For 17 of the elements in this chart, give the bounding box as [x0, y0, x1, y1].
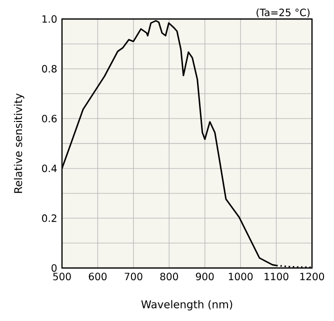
y-tick-label: 0.4 — [42, 164, 57, 172]
x-tick-label: 800 — [160, 272, 178, 280]
y-tick-label: 0.6 — [42, 114, 57, 122]
x-tick-label: 600 — [88, 272, 107, 280]
x-tick-label: 900 — [196, 272, 214, 280]
x-tick-label: 500 — [53, 272, 71, 280]
y-tick-label: 0 — [52, 264, 57, 272]
x-tick-label: 1200 — [300, 272, 324, 280]
y-tick-label: 0.2 — [42, 214, 56, 222]
text: (Ta=25 °C) — [256, 8, 310, 18]
y-tick-label: 0.8 — [42, 65, 57, 73]
y-axis-title: Relative sensitivity — [14, 93, 24, 193]
x-tick-label: 1100 — [264, 272, 288, 280]
x-axis-title: Wavelength (nm) — [141, 300, 232, 310]
y-tick-label: 1.0 — [42, 15, 57, 23]
x-tick-label: 1000 — [228, 272, 253, 280]
x-tick-label: 700 — [124, 272, 142, 280]
